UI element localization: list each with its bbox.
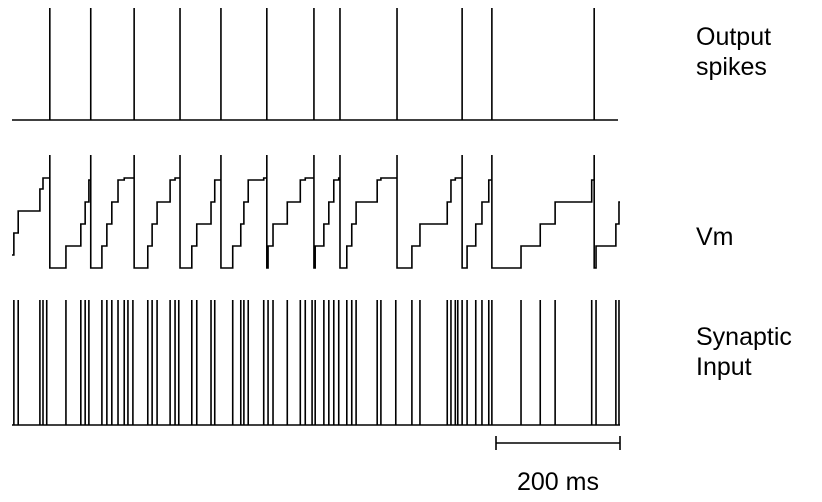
panel-label: Vm: [696, 223, 734, 251]
vm-trace: [12, 155, 620, 269]
panel-label: spikes: [696, 53, 767, 81]
panel-label: Synaptic: [696, 323, 792, 351]
scale-label: 200 ms: [517, 468, 599, 496]
panel-label: Output: [696, 23, 771, 51]
panel-label: Input: [696, 353, 752, 381]
